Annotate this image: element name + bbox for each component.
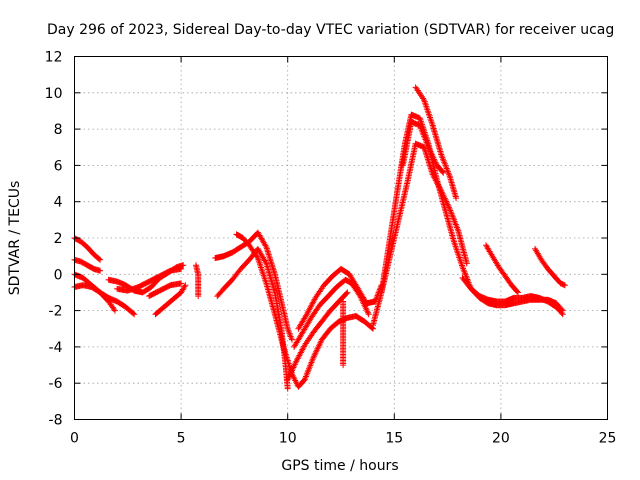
y-tick-label: -8	[49, 413, 63, 429]
series-t8	[146, 280, 185, 300]
series-markers	[399, 118, 447, 176]
series-markers	[105, 262, 187, 296]
series-markers	[146, 280, 185, 300]
series-t19	[412, 84, 460, 202]
series-markers	[459, 274, 566, 318]
chart-title: Day 296 of 2023, Sidereal Day-to-day VTE…	[47, 22, 614, 38]
series-markers	[214, 245, 291, 392]
series-markers	[412, 84, 460, 202]
series-t11	[214, 245, 291, 392]
x-tick-label: 25	[599, 431, 617, 447]
series-t7	[152, 282, 189, 318]
y-tick-label: 8	[54, 122, 63, 138]
series-markers	[483, 242, 521, 296]
series-markers	[212, 229, 295, 343]
series-t14	[295, 265, 385, 332]
x-tick-label: 10	[279, 431, 297, 447]
series-markers	[295, 265, 385, 332]
series-t16	[340, 298, 347, 369]
series-markers	[152, 282, 189, 318]
y-tick-label: 0	[54, 267, 63, 283]
series-t5	[105, 262, 187, 296]
x-tick-label: 15	[385, 431, 403, 447]
series-t22	[483, 242, 521, 296]
series-markers	[233, 231, 376, 390]
series-t6	[114, 265, 185, 294]
x-tick-label: 5	[177, 431, 186, 447]
y-tick-label: 4	[54, 195, 63, 211]
y-tick-label: -2	[49, 304, 63, 320]
y-tick-label: -4	[49, 340, 63, 356]
axis-ticks: 0 5 10 15 20 25 -8 -6 -4 -2 0 2 4 6 8 10 12	[45, 50, 617, 447]
series-t10	[212, 229, 295, 343]
x-axis-label: GPS time / hours	[281, 458, 398, 474]
x-tick-label: 20	[492, 431, 510, 447]
y-axis-label: SDTVAR / TECUs	[7, 181, 23, 296]
y-tick-label: 10	[45, 86, 63, 102]
series-t12	[233, 231, 376, 390]
series-t23	[532, 245, 568, 289]
y-tick-label: 12	[45, 50, 63, 66]
y-tick-label: 2	[54, 231, 63, 247]
series-t15	[284, 289, 351, 383]
series-t21	[459, 274, 566, 318]
data-series	[71, 84, 568, 392]
series-markers	[340, 298, 347, 369]
series-markers	[284, 289, 351, 383]
series-t9	[193, 262, 202, 300]
y-tick-label: 6	[54, 158, 63, 174]
y-tick-label: -6	[49, 376, 63, 392]
series-markers	[114, 265, 185, 294]
series-markers	[193, 262, 202, 300]
x-tick-label: 0	[70, 431, 79, 447]
series-markers	[532, 245, 568, 289]
series-t20	[399, 118, 447, 176]
